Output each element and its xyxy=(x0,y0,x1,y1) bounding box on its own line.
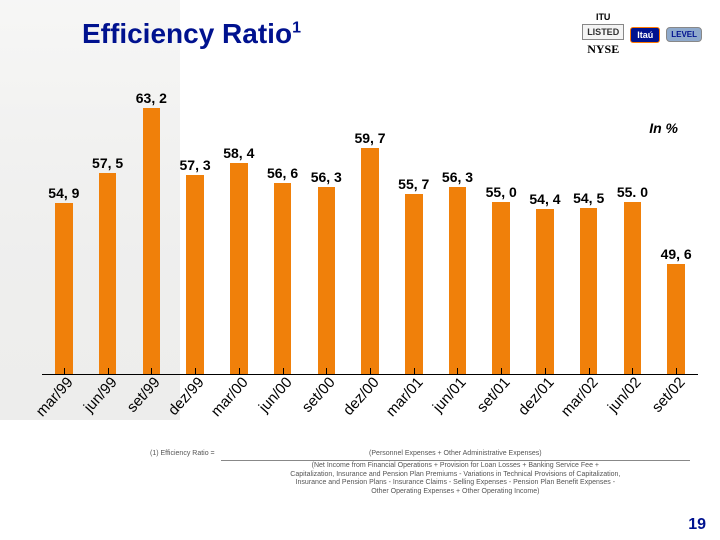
bar-wrap: 54, 9 xyxy=(42,203,86,374)
x-label-text: set/00 xyxy=(299,374,339,416)
page-number: 19 xyxy=(688,516,706,534)
x-label-text: jun/00 xyxy=(255,374,295,416)
tick-mark xyxy=(151,368,152,374)
bar-wrap: 57, 5 xyxy=(86,173,130,374)
x-label-text: set/01 xyxy=(474,374,514,416)
bar xyxy=(99,173,117,374)
bar-wrap: 57, 3 xyxy=(173,175,217,374)
footnote: (1) Efficiency Ratio = (Personnel Expens… xyxy=(150,450,690,497)
bar xyxy=(405,194,423,374)
logo-cluster: ITU LISTED NYSE Itaú LEVEL xyxy=(582,10,702,59)
footnote-lead: (1) Efficiency Ratio = xyxy=(150,450,221,459)
footnote-denom-4: Other Operating Expenses + Other Operati… xyxy=(221,488,690,497)
bar-value-label: 49, 6 xyxy=(654,246,698,262)
bar-wrap: 63, 2 xyxy=(129,108,173,374)
tick-mark xyxy=(195,368,196,374)
in-percent-label: In % xyxy=(649,120,678,136)
bar xyxy=(230,163,248,374)
bar-wrap: 56, 3 xyxy=(304,187,348,374)
bar-wrap: 54, 5 xyxy=(567,208,611,374)
bar-value-label: 58, 4 xyxy=(217,145,261,161)
bar-value-label: 55. 0 xyxy=(611,184,655,200)
x-tick: jun/99 xyxy=(86,374,130,464)
bar-value-label: 56, 6 xyxy=(261,165,305,181)
bar xyxy=(143,108,161,374)
page-title: Efficiency Ratio1 xyxy=(82,18,301,50)
tick-mark xyxy=(676,368,677,374)
title-text: Efficiency Ratio xyxy=(82,18,292,49)
tick-mark xyxy=(501,368,502,374)
bar-value-label: 55, 0 xyxy=(479,184,523,200)
bar-value-label: 54, 4 xyxy=(523,191,567,207)
bar xyxy=(536,209,554,374)
logo-itu: ITU xyxy=(592,10,615,24)
footnote-numerator: (Personnel Expenses + Other Administrati… xyxy=(221,450,690,461)
logo-level: LEVEL xyxy=(666,27,702,42)
x-tick: mar/99 xyxy=(42,374,86,464)
bar-value-label: 57, 3 xyxy=(173,157,217,173)
bar-wrap: 55, 0 xyxy=(479,202,523,374)
x-label-text: jun/02 xyxy=(605,374,645,416)
bar-wrap: 55. 0 xyxy=(611,202,655,374)
bar-value-label: 55, 7 xyxy=(392,176,436,192)
logo-nyse: NYSE xyxy=(583,40,623,59)
bar-value-label: 54, 9 xyxy=(42,185,86,201)
bar xyxy=(449,187,467,374)
logo-itau: Itaú xyxy=(630,27,660,43)
bar-chart: 54, 957, 563, 257, 358, 456, 656, 359, 7… xyxy=(42,64,698,374)
x-label-text: jun/99 xyxy=(80,374,120,416)
bar-value-label: 59, 7 xyxy=(348,130,392,146)
bar xyxy=(667,264,685,374)
bar-value-label: 57, 5 xyxy=(86,155,130,171)
bar-value-label: 63, 2 xyxy=(129,90,173,106)
bar-wrap: 55, 7 xyxy=(392,194,436,374)
footnote-denom-1: (Net Income from Financial Operations + … xyxy=(221,462,690,471)
bar xyxy=(361,148,379,374)
bar-wrap: 56, 6 xyxy=(261,183,305,374)
tick-mark xyxy=(457,368,458,374)
bar-wrap: 56, 3 xyxy=(436,187,480,374)
bar-wrap: 49, 6 xyxy=(654,264,698,374)
bar-value-label: 54, 5 xyxy=(567,190,611,206)
bar xyxy=(186,175,204,374)
bar-wrap: 59, 7 xyxy=(348,148,392,374)
bar xyxy=(55,203,73,374)
bar xyxy=(274,183,292,374)
bar xyxy=(492,202,510,374)
bar xyxy=(624,202,642,374)
bar-wrap: 58, 4 xyxy=(217,163,261,374)
bar-value-label: 56, 3 xyxy=(436,169,480,185)
x-label-text: set/99 xyxy=(124,374,164,416)
bar-value-label: 56, 3 xyxy=(304,169,348,185)
x-label-text: set/02 xyxy=(649,374,689,416)
tick-mark xyxy=(326,368,327,374)
title-super: 1 xyxy=(292,20,301,37)
bar-wrap: 54, 4 xyxy=(523,209,567,374)
logo-listed: LISTED xyxy=(582,24,624,40)
x-label-text: jun/01 xyxy=(430,374,470,416)
tick-mark xyxy=(370,368,371,374)
bar xyxy=(580,208,598,374)
footnote-denom-2: Capitalization, Insurance and Pension Pl… xyxy=(221,471,690,480)
tick-mark xyxy=(632,368,633,374)
footnote-denom-3: Insurance and Pension Plans - Insurance … xyxy=(221,479,690,488)
bar xyxy=(318,187,336,374)
